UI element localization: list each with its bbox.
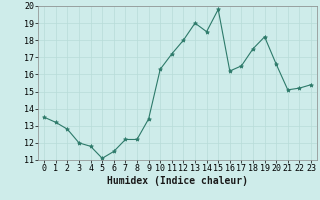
X-axis label: Humidex (Indice chaleur): Humidex (Indice chaleur) (107, 176, 248, 186)
